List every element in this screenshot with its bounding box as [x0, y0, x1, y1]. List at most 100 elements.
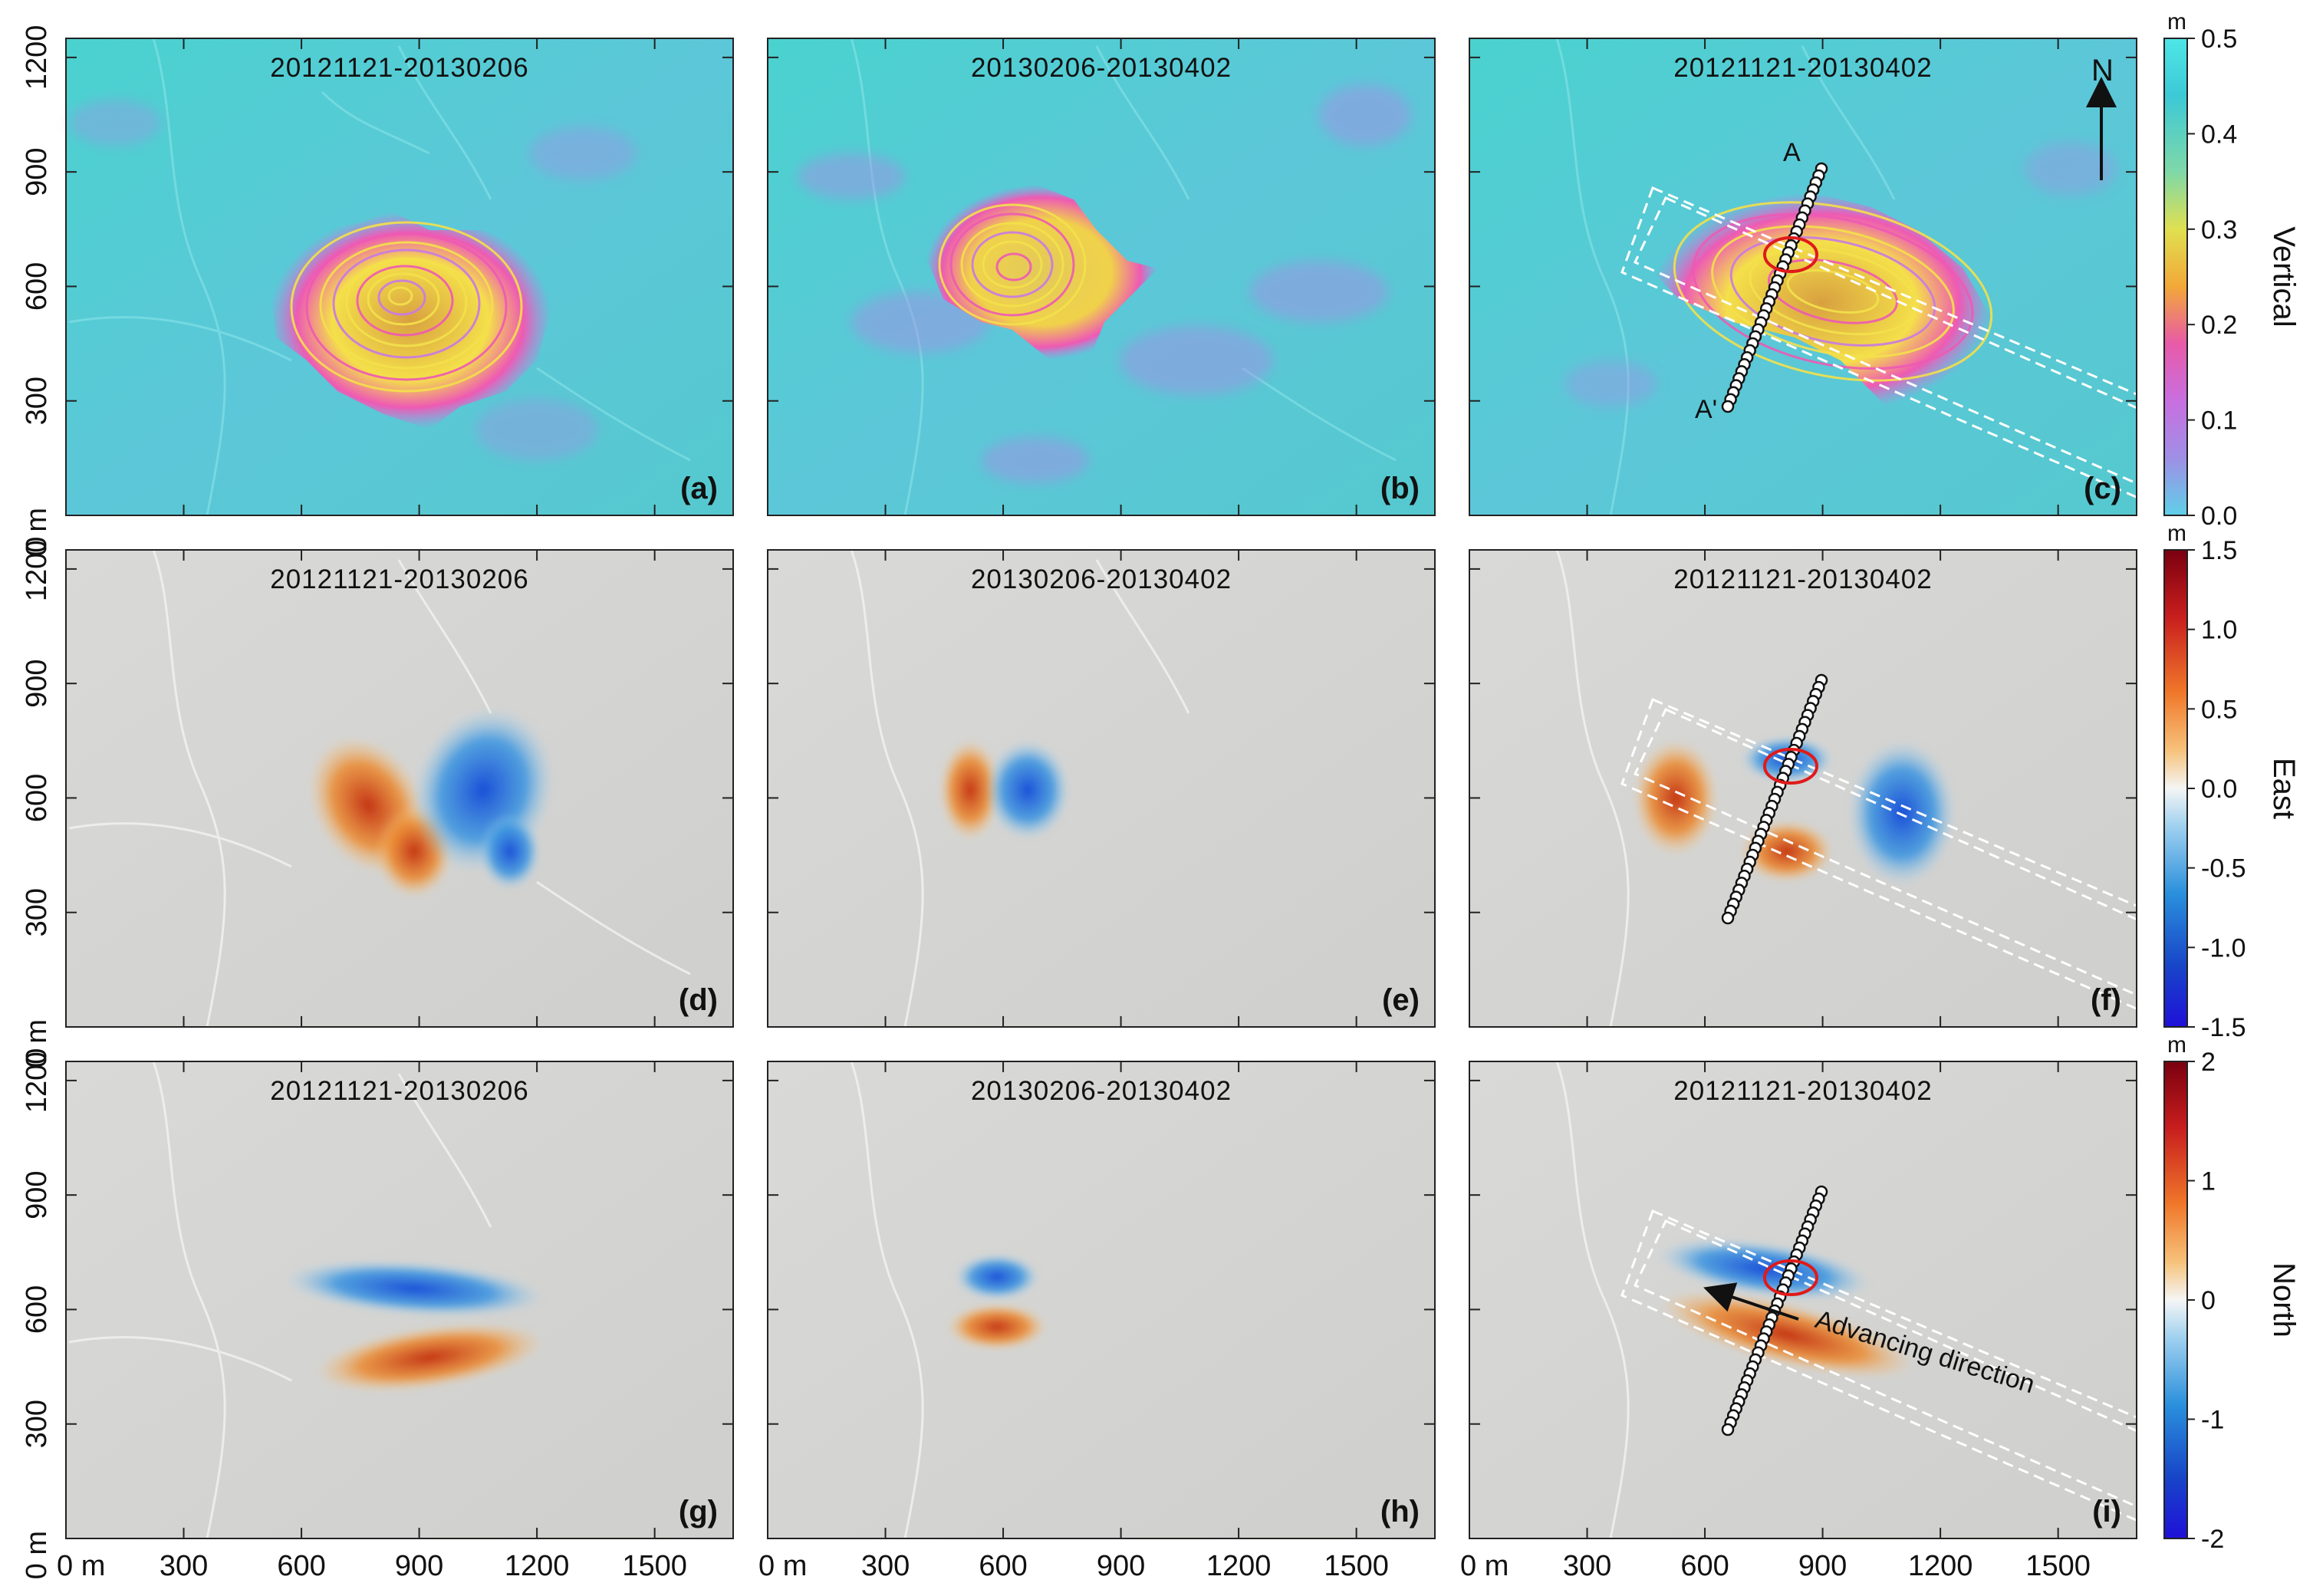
colorbar-tick-label: 1: [2201, 1167, 2216, 1196]
y-tick-label: 900: [21, 659, 53, 707]
x-tick-label: 1200: [1206, 1550, 1272, 1582]
displacement-east: [412, 707, 554, 890]
x-tick-label: 300: [1563, 1550, 1611, 1582]
x-tick-label: 900: [1798, 1550, 1847, 1582]
panel-date-label: 20121121-20130402: [1673, 1076, 1933, 1106]
displacement-east: [985, 740, 1070, 840]
colorbar-north-ramp: [2163, 1061, 2188, 1539]
displacement-west: [939, 740, 1001, 840]
displacement-south: [315, 1323, 544, 1392]
colorbar-tick-label: 1.5: [2201, 536, 2237, 565]
panel-letter-label: (i): [2092, 1495, 2121, 1529]
y-tick-label: 1200: [21, 25, 53, 90]
terrain-texture: [1555, 549, 1630, 1028]
colorbar-tick-label: 0.0: [2201, 502, 2237, 531]
svg-text:N: N: [2091, 54, 2114, 87]
x-tick-label: 300: [861, 1550, 910, 1582]
panel-date-label: 20130206-20130402: [971, 1076, 1232, 1106]
colorbar-north: m North: [2163, 1032, 2301, 1539]
terrain-texture: [1555, 38, 1896, 516]
purple-patches: [1564, 142, 2117, 406]
colorbar-tick-label: -1.5: [2201, 1013, 2246, 1042]
y-tick-label: 0 m: [21, 1019, 53, 1068]
y-tick-label: 600: [21, 262, 53, 311]
y-tick-label: 0 m: [21, 508, 53, 556]
displacement-north: [955, 1254, 1039, 1300]
panel-date-label: 20121121-20130402: [1673, 53, 1933, 83]
panel-c: A A' N: [1469, 38, 2137, 516]
colorbar-east: m East: [2163, 521, 2301, 1028]
profile-line: [1721, 1185, 1828, 1436]
colorbar-tick-label: 2: [2201, 1048, 2216, 1077]
terrain-texture: [68, 1061, 492, 1539]
panel-f: [1469, 549, 2137, 1028]
analysis-swath: [1620, 186, 2137, 499]
x-tick-label: 600: [979, 1550, 1027, 1582]
panel-letter-label: (f): [2091, 983, 2121, 1017]
x-tick-label: 0 m: [758, 1550, 807, 1582]
profile-line: [1721, 673, 1828, 925]
y-tick-label: 300: [21, 377, 53, 425]
analysis-swath: [1620, 697, 2137, 1010]
y-tick-label: 600: [21, 774, 53, 822]
x-tick-label: 1200: [1908, 1550, 1973, 1582]
colorbar-tick-label: 0.4: [2201, 120, 2237, 149]
fringes: [290, 221, 523, 393]
row-east: [65, 549, 2137, 1028]
panel-letter-label: (b): [1380, 472, 1420, 505]
colorbar-tick-label: 0.0: [2201, 775, 2237, 804]
terrain-texture: [850, 1061, 924, 1539]
panel-date-label: 20130206-20130402: [971, 564, 1232, 594]
x-tick-label: 0 m: [57, 1550, 105, 1582]
colorbar-tick-label: 0.5: [2201, 25, 2237, 54]
colorbar-tick-label: 0.5: [2201, 695, 2237, 724]
colorbar-tick-label: 0.1: [2201, 406, 2237, 436]
terrain-texture: [68, 549, 691, 1028]
x-tick-label: 1500: [1324, 1550, 1389, 1582]
panel-letter-label: (h): [1380, 1495, 1420, 1529]
panel-date-label: 20121121-20130206: [270, 53, 529, 83]
terrain-texture: [68, 38, 691, 516]
panel-i: Advancing direction: [1469, 1061, 2137, 1539]
y-tick-label: 600: [21, 1285, 53, 1334]
panel-letter-label: (c): [2084, 472, 2121, 505]
purple-patches: [798, 84, 1411, 483]
displacement-south: [1660, 1291, 1914, 1378]
profile-point: [1721, 400, 1735, 413]
x-tick-label: 1500: [622, 1550, 687, 1582]
north-arrow: N: [2086, 54, 2117, 180]
profile-point: [1721, 1423, 1735, 1436]
advancing-arrow: [1703, 1282, 1799, 1321]
panel-letter-label: (d): [679, 983, 718, 1017]
row-north: Advancing direction: [65, 1061, 2137, 1539]
colorbar-vertical: m Vertical: [2163, 9, 2301, 516]
terrain-texture: [850, 549, 1190, 1028]
y-tick-label: 300: [21, 888, 53, 936]
colorbar-east-unit: m: [2167, 521, 2186, 546]
analysis-swath: [1620, 1209, 2137, 1522]
panel-a: [65, 38, 734, 516]
panel-e: [767, 549, 1436, 1028]
colorbar-east-ramp: [2163, 549, 2188, 1028]
colorbar-tick-label: 0.2: [2201, 311, 2237, 340]
colorbar-tick-label: -0.5: [2201, 854, 2246, 884]
colorbar-north-unit: m: [2167, 1032, 2186, 1058]
highlight-ellipse: [1763, 236, 1818, 273]
colorbar-tick-label: -1.0: [2201, 933, 2246, 963]
x-tick-label: 600: [1680, 1550, 1729, 1582]
profile-start-label: A: [1783, 138, 1801, 167]
colorbar-vertical-title: Vertical: [2267, 226, 2301, 327]
x-tick-label: 600: [277, 1550, 325, 1582]
panel-letter-label: (a): [680, 472, 718, 505]
panel-letter-label: (e): [1382, 983, 1420, 1017]
colorbar-east-title: East: [2267, 758, 2301, 819]
x-tick-label: 1200: [505, 1550, 570, 1582]
colorbar-tick-label: 0.3: [2201, 216, 2237, 245]
terrain-texture: [1555, 1061, 1630, 1539]
y-tick-label: 1200: [21, 1048, 53, 1114]
x-tick-label: 300: [160, 1550, 208, 1582]
y-tick-label: 300: [21, 1400, 53, 1448]
panel-date-label: 20121121-20130206: [270, 564, 529, 594]
y-tick-label: 1200: [21, 537, 53, 602]
